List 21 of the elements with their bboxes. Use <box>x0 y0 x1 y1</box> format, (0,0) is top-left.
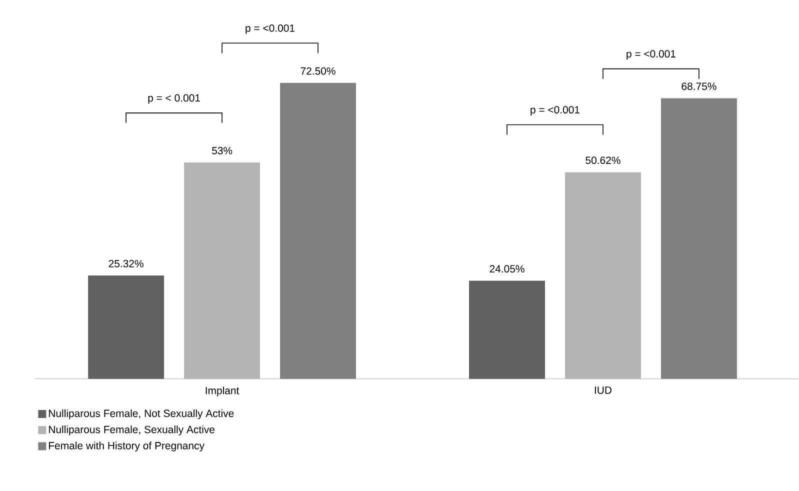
bar <box>660 98 737 379</box>
data-label: 50.62% <box>586 156 620 164</box>
bar <box>88 276 164 379</box>
data-label: 53% <box>212 146 232 154</box>
data-label: 72.50% <box>300 67 336 75</box>
legend-label: Female with History of Pregnancy <box>49 442 204 452</box>
x-tick-label: IUD <box>594 386 612 394</box>
bar <box>565 172 641 379</box>
bar <box>280 82 356 379</box>
annotation: p = < 0.001 <box>148 94 200 104</box>
legend-label: Nulliparous Female, Not Sexually Active <box>49 409 234 420</box>
bar <box>469 280 546 379</box>
text: p = <0.001 <box>626 50 676 60</box>
bar <box>184 162 260 379</box>
data-label: 68.75% <box>682 82 716 90</box>
data-label: 24.05% <box>490 265 524 273</box>
data-label: 25.32% <box>108 260 144 268</box>
legend-label: Nulliparous Female, Sexually Active <box>49 426 214 436</box>
annotation: p = <0.001 <box>530 106 580 116</box>
x-tick-label: Implant <box>206 386 240 396</box>
text: p = <0.001 <box>246 24 295 34</box>
